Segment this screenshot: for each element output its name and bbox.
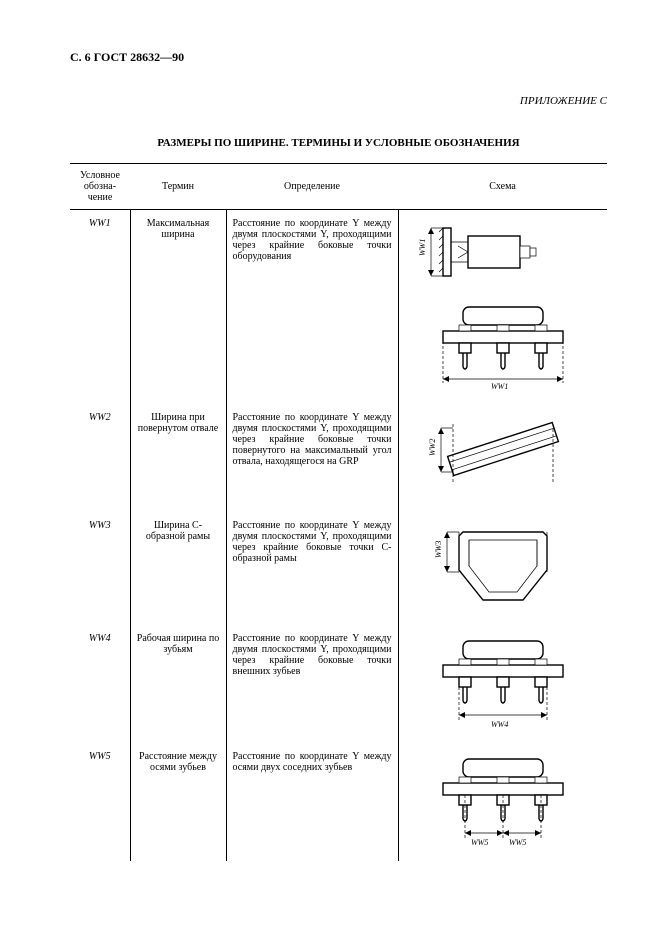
row-definition: Расстояние по координате Y между осями д… — [226, 743, 398, 861]
row-scheme: WW2 — [398, 404, 607, 512]
page-header: С. 6 ГОСТ 28632—90 — [70, 50, 607, 65]
dim-ww3: WW3 — [434, 541, 443, 558]
table-row: WW1 Максималь­ная ширина Расстояние по к… — [70, 210, 607, 405]
row-scheme: WW1 — [398, 210, 607, 405]
dim-ww5-b: WW5 — [509, 838, 526, 847]
table-row: WW2 Ширина при повернутом отвале Расстоя… — [70, 404, 607, 512]
table-header-row: Условное обозна­чение Термин Определение… — [70, 164, 607, 210]
col-term-header: Термин — [130, 164, 226, 210]
dim-ww5-a: WW5 — [471, 838, 488, 847]
table-row: WW5 Расстояние между осями зубьев Рассто… — [70, 743, 607, 861]
row-term: Ширина при повернутом отвале — [130, 404, 226, 512]
table-row: WW3 Ширина С-образной рамы Расстояние по… — [70, 512, 607, 625]
row-scheme: WW4 — [398, 625, 607, 743]
diagram-ww1-top-icon: WW1 — [413, 220, 593, 290]
appendix-label: ПРИЛОЖЕНИЕ C — [70, 95, 607, 107]
diagram-ww1-ripper-icon: WW1 — [413, 301, 593, 391]
row-definition: Расстояние по координате Y между двумя п… — [226, 404, 398, 512]
diagram-ww2-icon: WW2 — [413, 414, 593, 499]
diagram-ww3-icon: WW3 — [413, 522, 593, 612]
row-code: WW1 — [70, 210, 130, 405]
row-code: WW4 — [70, 625, 130, 743]
dim-ww1-b: WW1 — [491, 382, 508, 391]
row-term: Расстояние между осями зубьев — [130, 743, 226, 861]
row-scheme: WW3 — [398, 512, 607, 625]
diagram-ww4-icon: WW4 — [413, 635, 593, 730]
col-definition-header: Определение — [226, 164, 398, 210]
row-term: Ширина С-образной рамы — [130, 512, 226, 625]
row-code: WW3 — [70, 512, 130, 625]
dim-ww4: WW4 — [491, 720, 508, 729]
row-definition: Расстояние по координате Y между двумя п… — [226, 625, 398, 743]
table-row: WW4 Рабочая ши­рина по зубьям Расстояние… — [70, 625, 607, 743]
row-term: Максималь­ная ширина — [130, 210, 226, 405]
row-scheme: WW5 WW5 — [398, 743, 607, 861]
row-code: WW5 — [70, 743, 130, 861]
diagram-ww5-icon: WW5 WW5 — [413, 753, 593, 848]
col-code-header: Условное обозна­чение — [70, 164, 130, 210]
col-scheme-header: Схема — [398, 164, 607, 210]
dim-ww2: WW2 — [428, 439, 437, 456]
row-code: WW2 — [70, 404, 130, 512]
section-title: РАЗМЕРЫ ПО ШИРИНЕ. ТЕРМИНЫ И УСЛОВНЫЕ ОБ… — [70, 137, 607, 149]
definitions-table: Условное обозна­чение Термин Определение… — [70, 163, 607, 861]
dim-ww1-a: WW1 — [418, 239, 427, 256]
row-term: Рабочая ши­рина по зубьям — [130, 625, 226, 743]
row-definition: Расстояние по координате Y между двумя п… — [226, 210, 398, 405]
row-definition: Расстояние по координате Y между двумя п… — [226, 512, 398, 625]
